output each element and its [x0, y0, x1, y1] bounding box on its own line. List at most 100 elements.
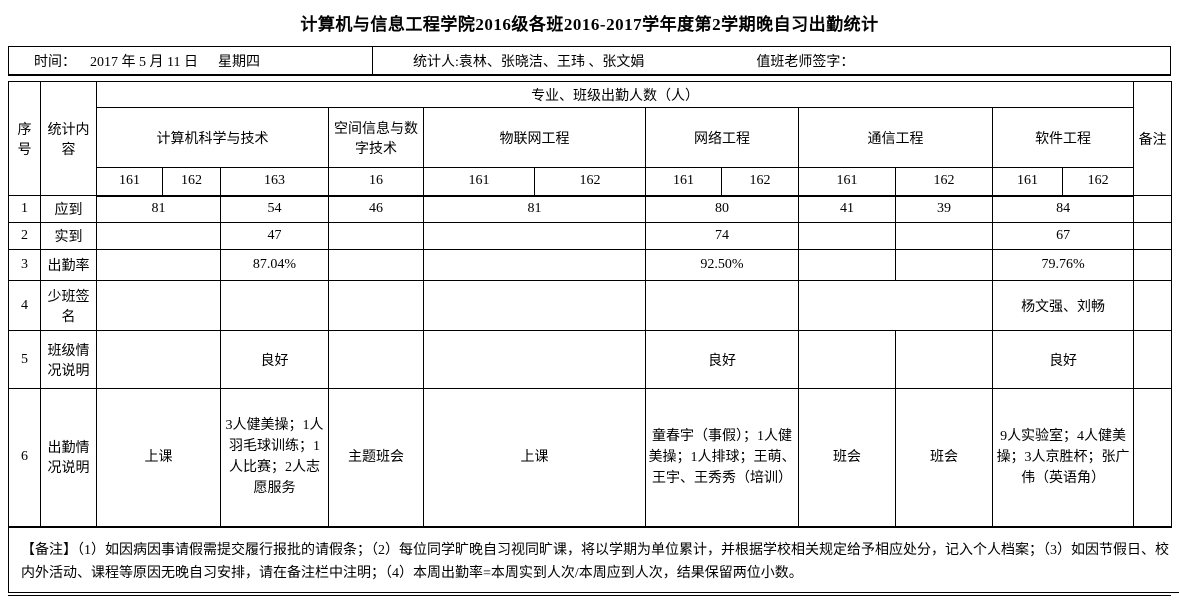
- row-label: 出勤率: [40, 249, 97, 281]
- content-header: 统计内容: [40, 81, 97, 196]
- table-row: 1 应到 81 54 46 81 80 41 39 84: [8, 195, 1173, 223]
- data-cell: 良好: [991, 330, 1135, 389]
- row-number: 3: [8, 249, 41, 281]
- weekday-value: 星期四: [217, 54, 260, 70]
- data-cell: [96, 249, 221, 281]
- class-number-header: 162: [534, 167, 646, 197]
- data-cell: 上课: [423, 388, 646, 528]
- data-cell: 上课: [96, 388, 221, 528]
- data-cell: [895, 249, 993, 281]
- data-cell: 39: [895, 195, 993, 223]
- data-cell: [798, 249, 896, 281]
- data-cell: 67: [991, 222, 1135, 250]
- data-cell: 81: [96, 195, 221, 223]
- class-number-header: 161: [645, 167, 722, 197]
- class-number-header: 162: [721, 167, 799, 197]
- data-cell: 良好: [220, 330, 329, 389]
- data-cell: [895, 330, 993, 389]
- row-label: 出勤情况说明: [40, 388, 97, 528]
- class-number-header: 163: [220, 167, 329, 197]
- major-group-header: 软件工程: [991, 107, 1135, 168]
- data-cell: 41: [798, 195, 896, 223]
- table-row: 4 少班签名 杨文强、刘畅: [8, 280, 1173, 331]
- class-number-header: 162: [162, 167, 221, 197]
- row-label: 班级情况说明: [40, 330, 97, 389]
- remark-cell: [1133, 249, 1173, 281]
- seq-header: 序号: [8, 81, 41, 196]
- data-cell: [645, 280, 799, 331]
- data-cell: [96, 280, 221, 331]
- data-cell: [328, 249, 424, 281]
- class-number-header: 161: [96, 167, 163, 197]
- row-number: 2: [8, 222, 41, 250]
- data-cell: 74: [645, 222, 799, 250]
- data-cell: 46: [328, 195, 424, 223]
- data-cell: [798, 330, 896, 389]
- data-cell: [96, 222, 221, 250]
- data-cell: [798, 280, 993, 331]
- table-row: 6 出勤情况说明 上课 3人健美操；1人羽毛球训练；1人比赛；2人志愿服务 主题…: [8, 388, 1173, 528]
- data-cell: 87.04%: [220, 249, 329, 281]
- data-cell: 良好: [645, 330, 799, 389]
- data-cell: 杨文强、刘畅: [991, 280, 1135, 331]
- data-cell: 童春宇（事假）；1人健美操；1人排球；王萌、王宇、王秀秀（培训）: [645, 388, 799, 528]
- remark-cell: [1133, 222, 1173, 250]
- class-number-header: 161: [423, 167, 535, 197]
- row-label: 实到: [40, 222, 97, 250]
- row-label: 少班签名: [40, 280, 97, 331]
- data-cell: 80: [645, 195, 799, 223]
- data-cell: [328, 222, 424, 250]
- row-number: 5: [8, 330, 41, 389]
- row-number: 6: [8, 388, 41, 528]
- remark-cell: [1133, 195, 1173, 223]
- data-cell: 主题班会: [328, 388, 424, 528]
- data-cell: [328, 280, 424, 331]
- data-cell: 81: [423, 195, 646, 223]
- class-number-header: 16: [328, 167, 424, 197]
- data-cell: 54: [220, 195, 329, 223]
- data-cell: 9人实验室；4人健美操；3人京胜杯；张广伟（英语角）: [991, 388, 1135, 528]
- data-cell: 3人健美操；1人羽毛球训练；1人比赛；2人志愿服务: [220, 388, 329, 528]
- info-bar: 时间： 2017 年 5 月 11 日 星期四 统计人: 袁林、张晓洁、王玮 、张文娟…: [8, 46, 1171, 76]
- major-group-header: 物联网工程: [423, 107, 646, 168]
- data-cell: [423, 280, 646, 331]
- bottom-rule: [8, 594, 1171, 596]
- document-page: 计算机与信息工程学院2016级各班2016-2017学年度第2学期晚自习出勤统计…: [8, 15, 1179, 596]
- remark-cell: [1133, 280, 1173, 331]
- teacher-sign-label: 值班老师签字：: [756, 54, 855, 70]
- time-value: 2017 年 5 月 11 日: [90, 54, 198, 70]
- time-label: 时间：: [34, 54, 76, 70]
- remark-header: 备注: [1133, 81, 1173, 196]
- row-number: 1: [8, 195, 41, 223]
- attendance-table: 序号 统计内容 专业、班级出勤人数（人） 备注 计算机科学与技术 空间信息与数字…: [8, 81, 1173, 528]
- row-label: 应到: [40, 195, 97, 223]
- staff-label: 统计人:: [413, 54, 459, 70]
- table-row: 5 班级情况说明 良好 良好 良好: [8, 330, 1173, 389]
- class-number-header: 162: [1061, 167, 1135, 197]
- major-group-header: 通信工程: [798, 107, 993, 168]
- remark-cell: [1133, 330, 1173, 389]
- major-group-header: 网络工程: [645, 107, 799, 168]
- data-cell: 班会: [895, 388, 993, 528]
- data-cell: 47: [220, 222, 329, 250]
- table-row: 2 实到 47 74 67: [8, 222, 1173, 250]
- span-title-header: 专业、班级出勤人数（人）: [95, 81, 1135, 108]
- class-number-header: 161: [992, 167, 1063, 197]
- row-number: 4: [8, 280, 41, 331]
- time-section: 时间： 2017 年 5 月 11 日 星期四: [9, 47, 373, 74]
- data-cell: [423, 249, 646, 281]
- class-number-header: 162: [895, 167, 993, 197]
- footnote-text: 【备注】（1）如因病因事请假需提交履行报批的请假条；（2）每位同学旷晚自习视同旷…: [21, 542, 1169, 581]
- data-cell: [96, 330, 221, 389]
- staff-section: 统计人: 袁林、张晓洁、王玮 、张文娟 值班老师签字：: [373, 47, 1170, 74]
- major-group-header: 空间信息与数字技术: [328, 107, 424, 168]
- table-row: 3 出勤率 87.04% 92.50% 79.76%: [8, 249, 1173, 281]
- data-cell: [798, 222, 896, 250]
- class-number-header: 161: [798, 167, 896, 197]
- major-group-header: 计算机科学与技术: [96, 107, 329, 168]
- footnote-box: 【备注】（1）如因病因事请假需提交履行报批的请假条；（2）每位同学旷晚自习视同旷…: [8, 527, 1179, 593]
- data-cell: [328, 330, 424, 389]
- staff-value: 袁林、张晓洁、王玮 、张文娟: [458, 54, 645, 70]
- data-cell: 84: [991, 195, 1135, 223]
- remark-cell: [1133, 388, 1173, 528]
